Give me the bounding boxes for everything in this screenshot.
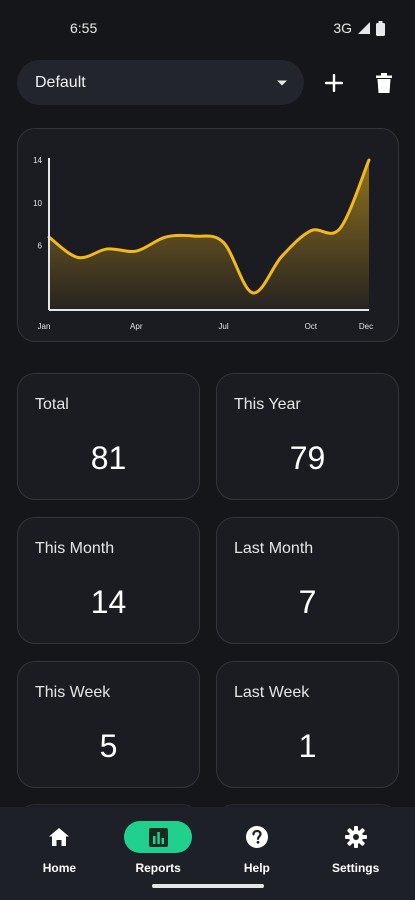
nav-icon-container [124, 821, 193, 853]
profile-dropdown-value: Default [35, 73, 86, 91]
status-time: 6:55 [70, 20, 98, 36]
delete-button[interactable] [363, 61, 405, 105]
chart-y-tick-label: 6 [38, 242, 43, 251]
profile-dropdown[interactable]: Default [17, 60, 304, 105]
chart-y-tick-label: 10 [33, 199, 42, 208]
chart-area-fill [49, 160, 369, 310]
nav-label: Help [243, 861, 270, 875]
stat-value: 5 [99, 728, 118, 764]
stat-label: This Week [35, 684, 111, 701]
nav-icon-container [322, 821, 390, 853]
plus-icon [324, 73, 343, 92]
dropdown-arrow-icon [276, 80, 287, 85]
nav-label: Reports [135, 861, 181, 875]
stat-value: 79 [289, 440, 326, 476]
chart-x-tick-label: Jul [218, 322, 228, 331]
chart-card: 6 10 14 Jan Apr Jul Oct Dec [17, 128, 399, 342]
stat-label: Last Week [234, 684, 310, 701]
chart-x-tick-label: Jan [38, 322, 51, 331]
stat-card-total: Total 81 [17, 373, 200, 500]
signal-icon [358, 22, 370, 34]
monthly-chart: 6 10 14 Jan Apr Jul Oct Dec [33, 156, 373, 331]
stat-value: 14 [90, 584, 127, 620]
toolbar: Default [17, 60, 405, 105]
stat-value: 81 [90, 440, 127, 476]
home-indicator [152, 884, 264, 888]
add-button[interactable] [313, 61, 355, 105]
nav-item-reports[interactable]: Reports [113, 807, 203, 900]
chart-x-tick-label: Apr [130, 322, 143, 331]
status-icons: 3G [333, 20, 385, 36]
stat-label: This Month [35, 540, 115, 557]
nav-label: Settings [331, 861, 380, 875]
stat-label: Total [35, 396, 69, 413]
nav-item-settings[interactable]: Settings [311, 807, 401, 900]
nav-icon-container [223, 821, 291, 853]
nav-icon-container [25, 821, 93, 853]
stat-card-this-year: This Year 79 [216, 373, 399, 500]
stat-label: This Year [234, 396, 301, 413]
trash-icon [375, 72, 392, 93]
stat-card-last-week: Last Week 1 [216, 661, 399, 788]
chart-y-tick-label: 14 [33, 156, 42, 165]
network-type: 3G [333, 20, 352, 36]
status-bar: 6:55 3G [0, 0, 415, 56]
help-icon [245, 826, 268, 848]
chart-series-line [47, 158, 371, 295]
gear-icon [344, 826, 367, 848]
chart-x-tick-label: Dec [359, 322, 373, 331]
nav-item-help[interactable]: Help [212, 807, 302, 900]
nav-label: Home [42, 861, 77, 875]
stat-label: Last Month [234, 540, 314, 557]
stat-value: 7 [298, 584, 317, 620]
stat-card-this-month: This Month 14 [17, 517, 200, 644]
home-icon [49, 828, 70, 846]
stat-card-this-week: This Week 5 [17, 661, 200, 788]
chart-x-tick-label: Oct [305, 322, 318, 331]
stat-value: 1 [298, 728, 317, 764]
bar-chart-icon [148, 827, 168, 847]
stat-card-last-month: Last Month 7 [216, 517, 399, 644]
battery-icon [376, 20, 385, 36]
nav-item-home[interactable]: Home [14, 807, 104, 900]
